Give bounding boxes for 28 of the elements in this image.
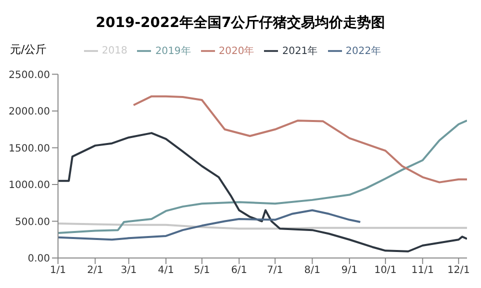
x-tick-label: 11/1 (411, 265, 434, 276)
x-tick-label: 6/1 (231, 265, 248, 276)
line-series (132, 95, 467, 184)
y-tick-label: 0.00 (28, 254, 50, 265)
chart-title: 2019-2022年全国7公斤仔猪交易均价走势图 (94, 14, 386, 32)
x-tick-label: 5/1 (194, 265, 210, 276)
y-tick-label: 500.00 (15, 216, 50, 228)
line-series (58, 132, 467, 252)
x-tick-label: 8/1 (304, 265, 320, 276)
x-tick-label: 1/1 (50, 265, 66, 276)
line-series (58, 209, 362, 241)
y-tick-label: 2000.00 (8, 106, 50, 118)
legend-label: 2022年 (346, 46, 382, 57)
y-tick-label: 2500.00 (8, 70, 50, 81)
x-tick-label: 9/1 (341, 265, 358, 276)
legend-label: 2020年 (218, 46, 254, 57)
y-tick-label: 1500.00 (8, 143, 50, 154)
x-tick-label: 2/1 (87, 265, 104, 276)
legend-label: 2019年 (155, 46, 191, 57)
legend-label: 2021年 (282, 46, 318, 57)
x-tick-label: 7/1 (267, 265, 284, 276)
x-tick-label: 4/1 (158, 265, 174, 276)
line-series (58, 120, 467, 234)
x-tick-label: 12/1 (447, 265, 470, 276)
x-tick-label: 10/1 (374, 265, 397, 276)
y-tick-label: 1000.00 (8, 180, 50, 192)
y-axis-title: 元/公斤 (10, 42, 47, 57)
x-tick-label: 3/1 (120, 265, 137, 276)
